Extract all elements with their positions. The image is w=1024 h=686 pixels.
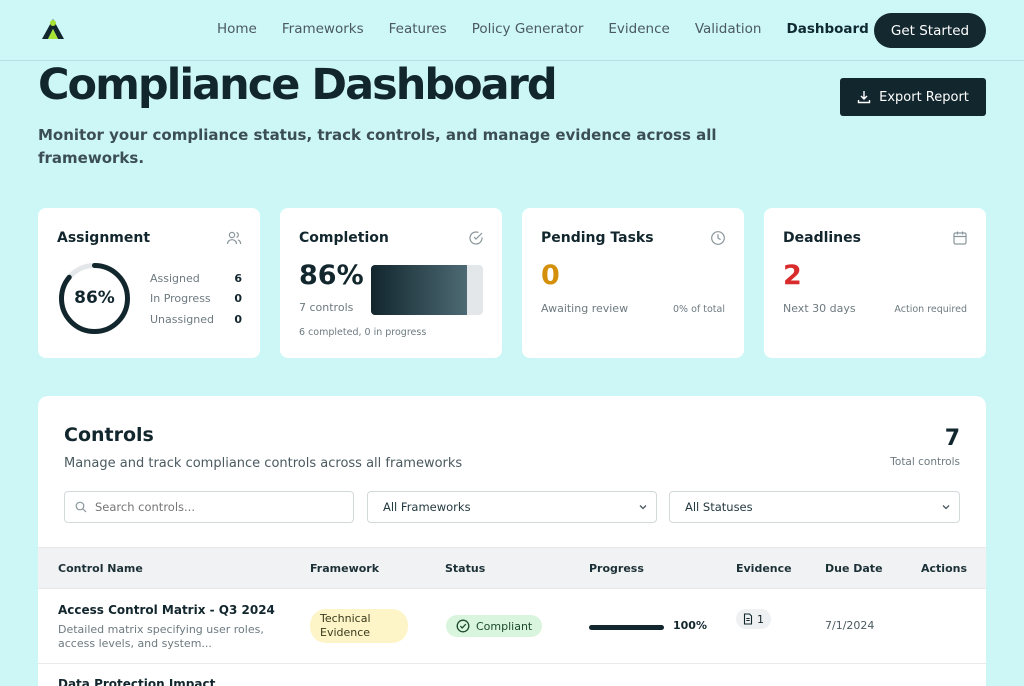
stat-in-progress: In Progress 0	[150, 292, 242, 305]
control-description: Detailed matrix specifying user roles, a…	[58, 623, 264, 650]
stat-assigned-value: 6	[234, 272, 242, 285]
total-controls-label: Total controls	[890, 456, 960, 468]
nav-features[interactable]: Features	[388, 21, 447, 37]
search-controls-field[interactable]	[64, 491, 354, 523]
col-status[interactable]: Status	[445, 562, 486, 575]
deadlines-title: Deadlines	[783, 230, 861, 246]
pending-tasks-title: Pending Tasks	[541, 230, 654, 246]
status-badge: Compliant	[446, 615, 543, 637]
check-circle-icon	[456, 619, 470, 633]
deadlines-value: 2	[783, 260, 802, 291]
stat-unassigned-label: Unassigned	[150, 313, 214, 326]
pending-tasks-card: Pending Tasks 0 Awaiting review 0% of to…	[522, 208, 744, 358]
stat-in-progress-label: In Progress	[150, 292, 211, 305]
col-progress[interactable]: Progress	[589, 562, 644, 575]
due-date: 7/1/2024	[825, 619, 875, 632]
evidence-count: 1	[757, 612, 764, 626]
nav-dashboard[interactable]: Dashboard	[786, 21, 869, 37]
export-report-button[interactable]: Export Report	[840, 78, 986, 116]
completion-card: Completion 86% 7 controls 6 completed, 0…	[280, 208, 502, 358]
control-name[interactable]: Access Control Matrix - Q3 2024	[58, 603, 275, 617]
top-nav: Home Frameworks Features Policy Generato…	[0, 0, 1024, 61]
completion-bar-fill	[371, 265, 468, 315]
stat-unassigned: Unassigned 0	[150, 313, 242, 326]
get-started-button[interactable]: Get Started	[874, 13, 986, 48]
framework-badge: Technical Evidence	[310, 609, 408, 643]
nav-evidence[interactable]: Evidence	[608, 21, 670, 37]
controls-title: Controls	[64, 424, 154, 446]
clock-icon	[711, 231, 725, 245]
table-header: Control Name Framework Status Progress E…	[38, 547, 986, 589]
completion-percent: 86%	[299, 260, 364, 291]
controls-panel: Controls Manage and track compliance con…	[38, 396, 986, 686]
logo-icon[interactable]	[41, 18, 65, 40]
col-due-date[interactable]: Due Date	[825, 562, 883, 575]
nav-frameworks[interactable]: Frameworks	[281, 21, 364, 37]
completion-bar	[371, 265, 483, 315]
status-select-value: All Statuses	[685, 500, 753, 514]
assignment-card: Assignment 86% Assigned 6 In Progress 0 …	[38, 208, 260, 358]
nav-validation[interactable]: Validation	[694, 21, 762, 37]
page-subtitle: Monitor your compliance status, track co…	[38, 126, 717, 167]
col-framework[interactable]: Framework	[310, 562, 380, 575]
col-control-name[interactable]: Control Name	[58, 562, 143, 575]
deadlines-note: Action required	[894, 304, 967, 315]
status-label: Compliant	[476, 619, 533, 633]
stat-unassigned-value: 0	[234, 313, 242, 326]
table-row[interactable]: Access Control Matrix - Q3 2024 Detailed…	[38, 589, 986, 664]
page-title: Compliance Dashboard	[38, 60, 558, 110]
progress-bar	[589, 625, 664, 630]
chevron-down-icon	[639, 505, 647, 510]
calendar-icon	[953, 231, 967, 245]
stat-in-progress-value: 0	[234, 292, 242, 305]
document-icon	[743, 613, 753, 625]
control-name[interactable]: Data Protection Impact	[58, 677, 216, 686]
assignment-progress-ring	[59, 263, 130, 334]
progress-bar-fill	[589, 625, 664, 630]
total-controls-value: 7	[944, 426, 960, 451]
nav-policy-generator[interactable]: Policy Generator	[471, 21, 584, 37]
search-icon	[75, 501, 87, 513]
controls-description: Manage and track compliance controls acr…	[64, 456, 463, 471]
pending-tasks-value: 0	[541, 260, 560, 291]
chevron-down-icon	[942, 505, 950, 510]
deadlines-caption: Next 30 days	[783, 302, 856, 315]
completion-controls: 7 controls	[299, 301, 354, 314]
framework-select[interactable]: All Frameworks	[367, 491, 657, 523]
assignment-title: Assignment	[57, 230, 151, 246]
export-report-label: Export Report	[879, 89, 969, 105]
download-icon	[857, 91, 871, 104]
assignment-percent: 86%	[74, 288, 115, 308]
nav-links: Home Frameworks Features Policy Generato…	[217, 21, 894, 37]
progress-label: 100%	[673, 619, 707, 632]
check-circle-icon	[469, 231, 483, 245]
completion-title: Completion	[299, 230, 389, 246]
pending-tasks-note: 0% of total	[673, 304, 725, 315]
deadlines-card: Deadlines 2 Next 30 days Action required	[764, 208, 986, 358]
users-icon	[226, 231, 242, 245]
search-input[interactable]	[95, 500, 335, 514]
col-actions: Actions	[921, 562, 967, 575]
pending-tasks-caption: Awaiting review	[541, 302, 629, 315]
nav-home[interactable]: Home	[217, 21, 257, 37]
completion-detail: 6 completed, 0 in progress	[299, 327, 427, 338]
framework-select-value: All Frameworks	[383, 500, 471, 514]
col-evidence[interactable]: Evidence	[736, 562, 792, 575]
evidence-badge[interactable]: 1	[736, 609, 771, 629]
status-select[interactable]: All Statuses	[669, 491, 960, 523]
stat-assigned: Assigned 6	[150, 272, 242, 285]
stat-assigned-label: Assigned	[150, 272, 200, 285]
